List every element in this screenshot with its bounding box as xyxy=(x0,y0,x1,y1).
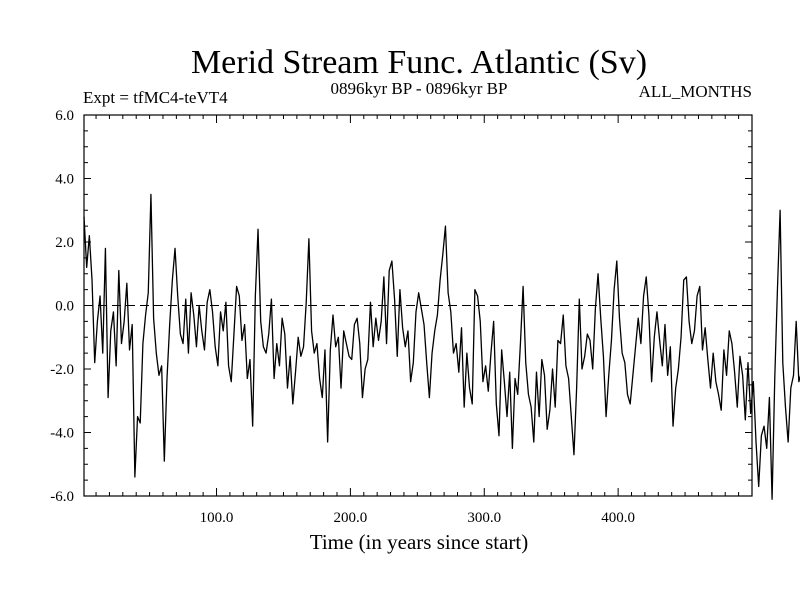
chart-title: Merid Stream Func. Atlantic (Sv) xyxy=(191,44,647,81)
time-range-label: 0896kyr BP - 0896kyr BP xyxy=(331,79,508,98)
y-tick-label: -4.0 xyxy=(50,426,74,442)
series-line xyxy=(83,193,800,500)
plot-frame xyxy=(83,114,753,497)
x-tick-label: 300.0 xyxy=(467,510,501,526)
months-label: ALL_MONTHS xyxy=(639,82,752,101)
y-tick-label: -2.0 xyxy=(50,362,74,378)
y-tick-label: -6.0 xyxy=(50,489,74,505)
y-tick-label: 4.0 xyxy=(55,172,74,188)
x-tick-label: 400.0 xyxy=(601,510,635,526)
y-tick-label: 2.0 xyxy=(55,235,74,251)
x-tick-label: 200.0 xyxy=(334,510,368,526)
x-axis-label: Time (in years since start) xyxy=(310,530,529,554)
x-tick-label: 100.0 xyxy=(200,510,234,526)
experiment-label: Expt = tfMC4-teVT4 xyxy=(83,88,228,107)
y-tick-label: 6.0 xyxy=(55,108,74,124)
y-tick-label: 0.0 xyxy=(55,299,74,315)
plot-area: -6.0 -4.0 -2.0 0.0 2.0 4.0 6.0 100.0 200.0 300.0 4… xyxy=(50,108,800,526)
